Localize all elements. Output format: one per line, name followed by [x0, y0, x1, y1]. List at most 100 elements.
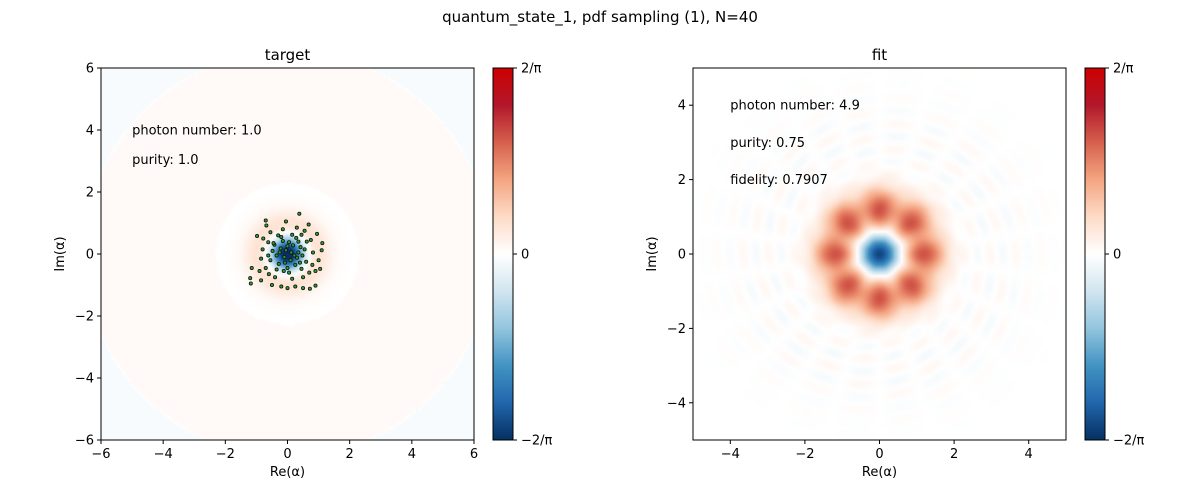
- heatmap-image: [693, 68, 1066, 440]
- sample-point: [297, 260, 302, 265]
- sample-point: [294, 225, 299, 230]
- sample-point: [263, 218, 268, 223]
- sample-point: [313, 269, 318, 274]
- sample-point: [257, 269, 262, 274]
- sample-point: [316, 258, 321, 263]
- sample-point: [290, 276, 295, 281]
- figure-suptitle: quantum_state_1, pdf sampling (1), N=40: [442, 8, 758, 27]
- sample-point: [288, 258, 293, 263]
- sample-point: [279, 234, 284, 239]
- sample-point: [318, 266, 323, 271]
- colorbar: 2/π 0 −2/π: [1084, 62, 1145, 449]
- x-tick-label: −6: [91, 447, 110, 462]
- sample-point: [266, 240, 271, 245]
- x-tick-label: 4: [408, 447, 416, 462]
- y-tick-label: −4: [75, 372, 94, 387]
- plot-title: target: [265, 46, 311, 64]
- sample-point: [283, 260, 288, 265]
- sample-point: [306, 222, 311, 227]
- sample-point: [274, 267, 279, 272]
- sample-point: [287, 240, 292, 245]
- sample-point: [293, 262, 298, 267]
- sample-point: [294, 235, 299, 240]
- sample-point: [281, 269, 286, 274]
- colorbar-tick-label: −2/π: [1113, 434, 1145, 449]
- annotation-text: purity: 0.75: [730, 136, 805, 151]
- sample-point: [283, 219, 288, 224]
- sample-point: [310, 262, 315, 267]
- sample-point: [290, 232, 295, 237]
- sample-point: [285, 265, 290, 270]
- y-tick-label: −2: [75, 310, 94, 325]
- target-panel: −6 −4 −2 0 2 4 6 −6 −4 −2 0 2 4 6 target Re(α) Im(α) phot…: [53, 46, 553, 480]
- sample-point: [248, 281, 253, 286]
- sample-point: [297, 211, 302, 216]
- x-tick-label: −2: [795, 447, 814, 462]
- y-tick-label: −2: [667, 322, 686, 337]
- sample-point: [296, 239, 301, 244]
- x-tick-label: 6: [470, 447, 478, 462]
- x-axis-label: Re(α): [862, 465, 897, 480]
- y-tick-label: −6: [75, 434, 94, 449]
- sample-point: [271, 241, 276, 246]
- y-tick-label: 4: [86, 124, 94, 139]
- sample-point: [310, 250, 315, 255]
- sample-point: [301, 286, 306, 291]
- sample-point: [292, 253, 297, 258]
- colorbar-gradient: [1084, 67, 1106, 441]
- sample-point: [308, 238, 313, 243]
- sample-points: [248, 211, 325, 291]
- colorbar-tick-label: 2/π: [1113, 62, 1134, 77]
- sample-point: [291, 243, 296, 248]
- sample-point: [282, 255, 287, 260]
- sample-point: [289, 250, 294, 255]
- sample-point: [266, 253, 271, 258]
- sample-point: [268, 258, 273, 263]
- sample-point: [278, 246, 283, 251]
- fit-panel: −4 −2 0 2 4 −4 −2 0 2 4 fit Re(α) Im(α) photon number…: [645, 46, 1145, 480]
- sample-point: [315, 231, 320, 236]
- x-tick-label: 0: [875, 447, 883, 462]
- sample-point: [293, 284, 298, 289]
- y-axis-label: Im(α): [53, 236, 68, 271]
- x-tick-label: 0: [283, 447, 291, 462]
- sample-point: [279, 284, 284, 289]
- sample-point: [276, 261, 281, 266]
- sample-point: [295, 255, 300, 260]
- y-axis-label: Im(α): [645, 236, 660, 271]
- sample-point: [302, 228, 307, 233]
- annotation-text: fidelity: 0.7907: [730, 173, 828, 188]
- x-tick-label: 2: [346, 447, 354, 462]
- sample-point: [287, 270, 292, 275]
- sample-point: [280, 227, 285, 232]
- sample-point: [269, 282, 274, 287]
- sample-point: [304, 239, 309, 244]
- sample-point: [248, 276, 253, 281]
- sample-point: [319, 248, 324, 253]
- y-tick-label: −4: [667, 396, 686, 411]
- y-tick-label: 2: [678, 173, 686, 188]
- sample-point: [273, 275, 278, 280]
- sample-point: [296, 250, 301, 255]
- y-tick-label: 2: [86, 186, 94, 201]
- colorbar-tick-label: 2/π: [521, 62, 542, 77]
- sample-point: [277, 250, 282, 255]
- x-tick-label: −4: [154, 447, 173, 462]
- colorbar-tick-label: 0: [521, 248, 529, 263]
- x-axis-label: Re(α): [270, 465, 305, 480]
- sample-point: [300, 253, 305, 258]
- colorbar-gradient: [492, 67, 514, 441]
- annotation-text: photon number: 4.9: [730, 99, 860, 114]
- annotation-text: photon number: 1.0: [132, 124, 262, 139]
- annotation-text: purity: 1.0: [132, 153, 198, 168]
- heatmap-image: [101, 68, 474, 440]
- sample-point: [255, 234, 260, 239]
- x-tick-label: 4: [1025, 447, 1033, 462]
- x-tick-label: −4: [721, 447, 740, 462]
- sample-point: [304, 259, 309, 264]
- y-tick-label: 6: [86, 62, 94, 77]
- colorbar-tick-label: −2/π: [521, 434, 553, 449]
- x-tick-label: −2: [216, 447, 235, 462]
- sample-point: [270, 248, 275, 253]
